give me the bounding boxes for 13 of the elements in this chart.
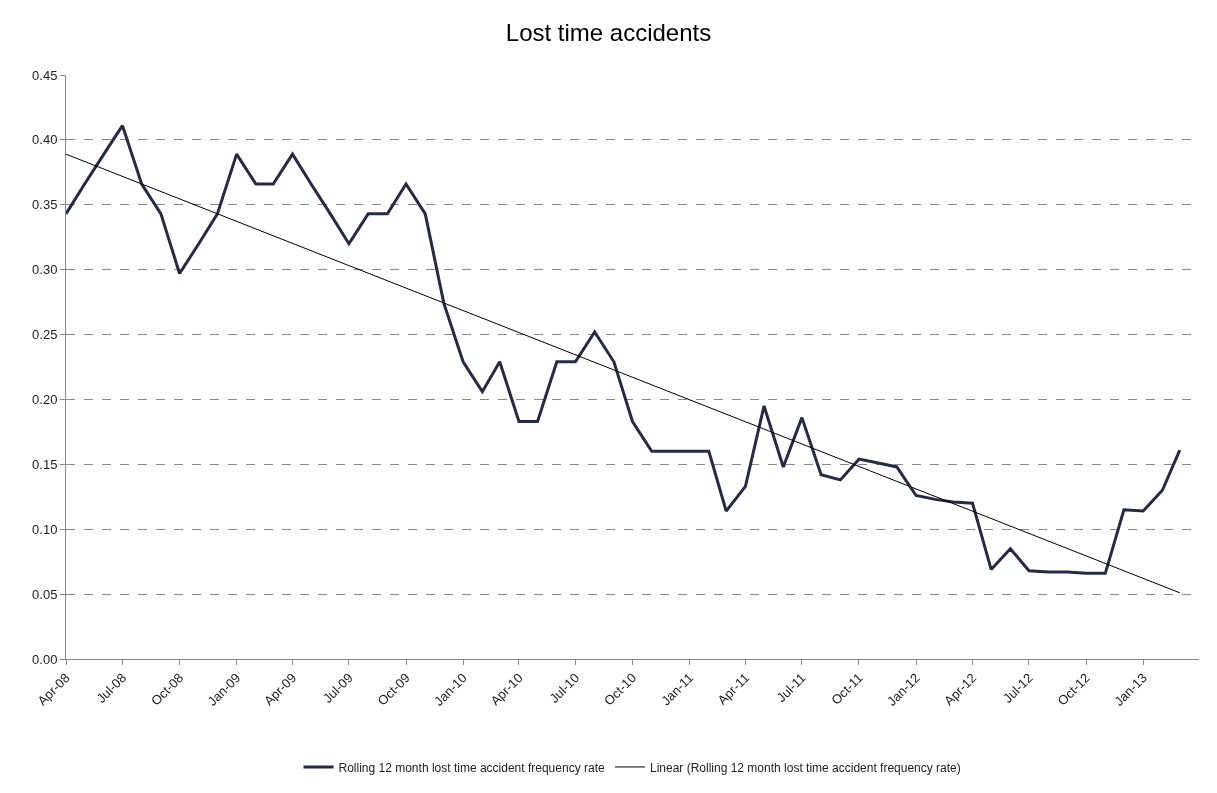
legend-label: Rolling 12 month lost time accident frequency rate [338,760,605,775]
y-tick-label: 0.20 [32,391,58,407]
y-tick-label: 0.25 [32,327,58,343]
y-tick-label: 0.15 [32,456,58,472]
y-tick-label: 0.05 [32,586,58,602]
y-tick-label: 0.10 [32,521,58,537]
y-tick-label: 0.40 [32,132,58,148]
chart-title: Lost time accidents [505,18,712,46]
y-tick-label: 0.45 [32,67,58,83]
y-tick-label: 0.30 [32,262,58,278]
y-tick-label: 0.00 [32,651,58,667]
legend-label: Linear (Rolling 12 month lost time accident frequency rate) [649,760,961,775]
y-tick-label: 0.35 [32,197,58,213]
